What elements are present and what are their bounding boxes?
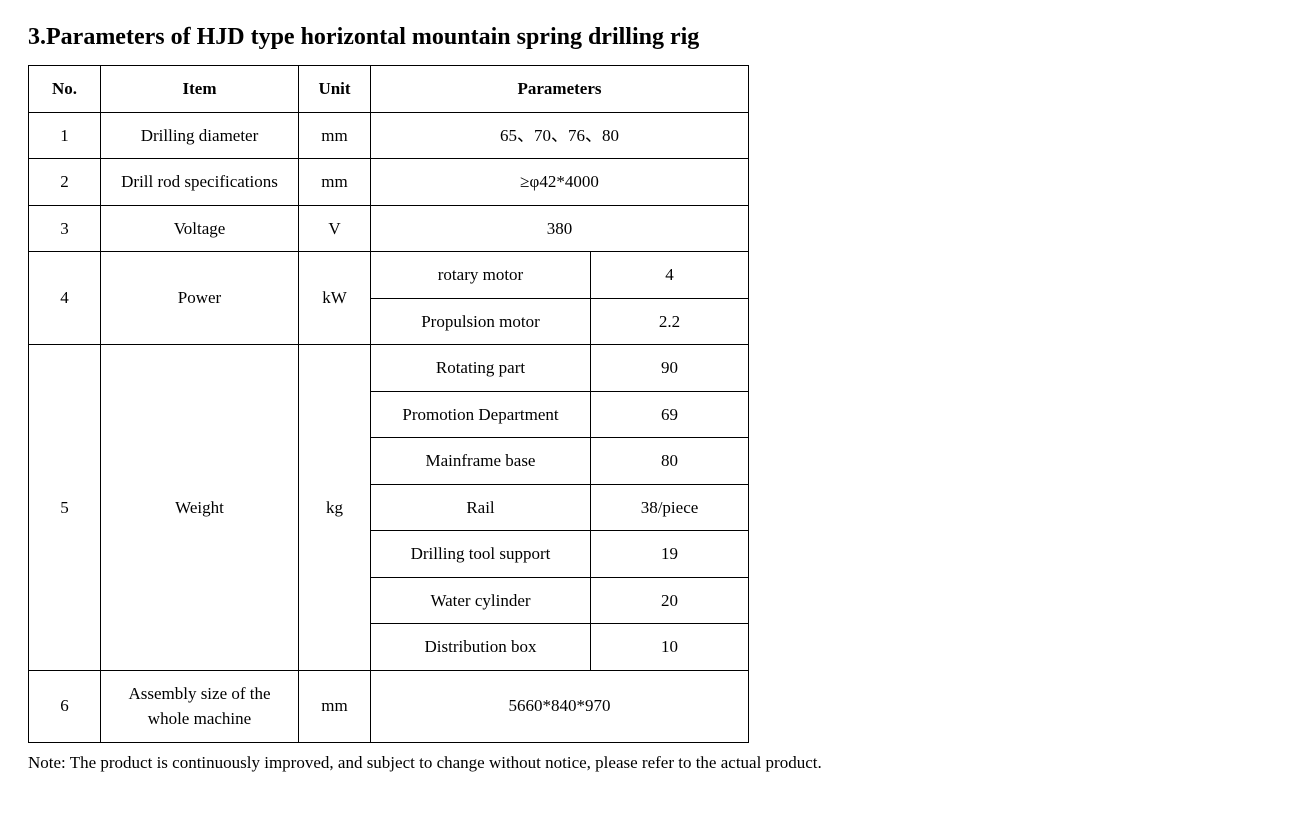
header-unit: Unit xyxy=(299,66,371,113)
table-row: 3 Voltage V 380 xyxy=(29,205,749,252)
cell-sub-label: Rail xyxy=(371,484,591,531)
cell-param: 380 xyxy=(371,205,749,252)
cell-param: 65、70、76、80 xyxy=(371,112,749,159)
cell-sub-value: 10 xyxy=(591,624,749,671)
cell-sub-label: Propulsion motor xyxy=(371,298,591,345)
table-row: 4 Power kW rotary motor 4 xyxy=(29,252,749,299)
header-parameters: Parameters xyxy=(371,66,749,113)
cell-no: 4 xyxy=(29,252,101,345)
cell-item: Assembly size of the whole machine xyxy=(101,670,299,742)
cell-no: 5 xyxy=(29,345,101,671)
cell-sub-label: Promotion Department xyxy=(371,391,591,438)
footnote: Note: The product is continuously improv… xyxy=(28,753,1268,773)
cell-sub-value: 90 xyxy=(591,345,749,392)
cell-sub-label: Water cylinder xyxy=(371,577,591,624)
cell-item: Weight xyxy=(101,345,299,671)
cell-sub-value: 4 xyxy=(591,252,749,299)
cell-unit: mm xyxy=(299,670,371,742)
cell-sub-value: 19 xyxy=(591,531,749,578)
table-row: 5 Weight kg Rotating part 90 xyxy=(29,345,749,392)
cell-sub-label: Mainframe base xyxy=(371,438,591,485)
cell-sub-value: 2.2 xyxy=(591,298,749,345)
table-row: 1 Drilling diameter mm 65、70、76、80 xyxy=(29,112,749,159)
parameters-table: No. Item Unit Parameters 1 Drilling diam… xyxy=(28,65,749,743)
table-header-row: No. Item Unit Parameters xyxy=(29,66,749,113)
cell-item: Drill rod specifications xyxy=(101,159,299,206)
cell-sub-value: 38/piece xyxy=(591,484,749,531)
cell-sub-value: 69 xyxy=(591,391,749,438)
cell-unit: kg xyxy=(299,345,371,671)
cell-sub-label: Distribution box xyxy=(371,624,591,671)
table-row: 6 Assembly size of the whole machine mm … xyxy=(29,670,749,742)
cell-sub-label: Rotating part xyxy=(371,345,591,392)
cell-no: 3 xyxy=(29,205,101,252)
cell-unit: kW xyxy=(299,252,371,345)
cell-sub-label: Drilling tool support xyxy=(371,531,591,578)
cell-no: 1 xyxy=(29,112,101,159)
cell-param: ≥φ42*4000 xyxy=(371,159,749,206)
cell-no: 6 xyxy=(29,670,101,742)
cell-item: Voltage xyxy=(101,205,299,252)
table-row: 2 Drill rod specifications mm ≥φ42*4000 xyxy=(29,159,749,206)
cell-unit: mm xyxy=(299,159,371,206)
cell-unit: mm xyxy=(299,112,371,159)
cell-item: Power xyxy=(101,252,299,345)
cell-sub-value: 20 xyxy=(591,577,749,624)
cell-sub-value: 80 xyxy=(591,438,749,485)
cell-no: 2 xyxy=(29,159,101,206)
header-no: No. xyxy=(29,66,101,113)
section-title: 3.Parameters of HJD type horizontal moun… xyxy=(28,24,1268,51)
cell-param: 5660*840*970 xyxy=(371,670,749,742)
cell-item: Drilling diameter xyxy=(101,112,299,159)
header-item: Item xyxy=(101,66,299,113)
cell-sub-label: rotary motor xyxy=(371,252,591,299)
cell-unit: V xyxy=(299,205,371,252)
